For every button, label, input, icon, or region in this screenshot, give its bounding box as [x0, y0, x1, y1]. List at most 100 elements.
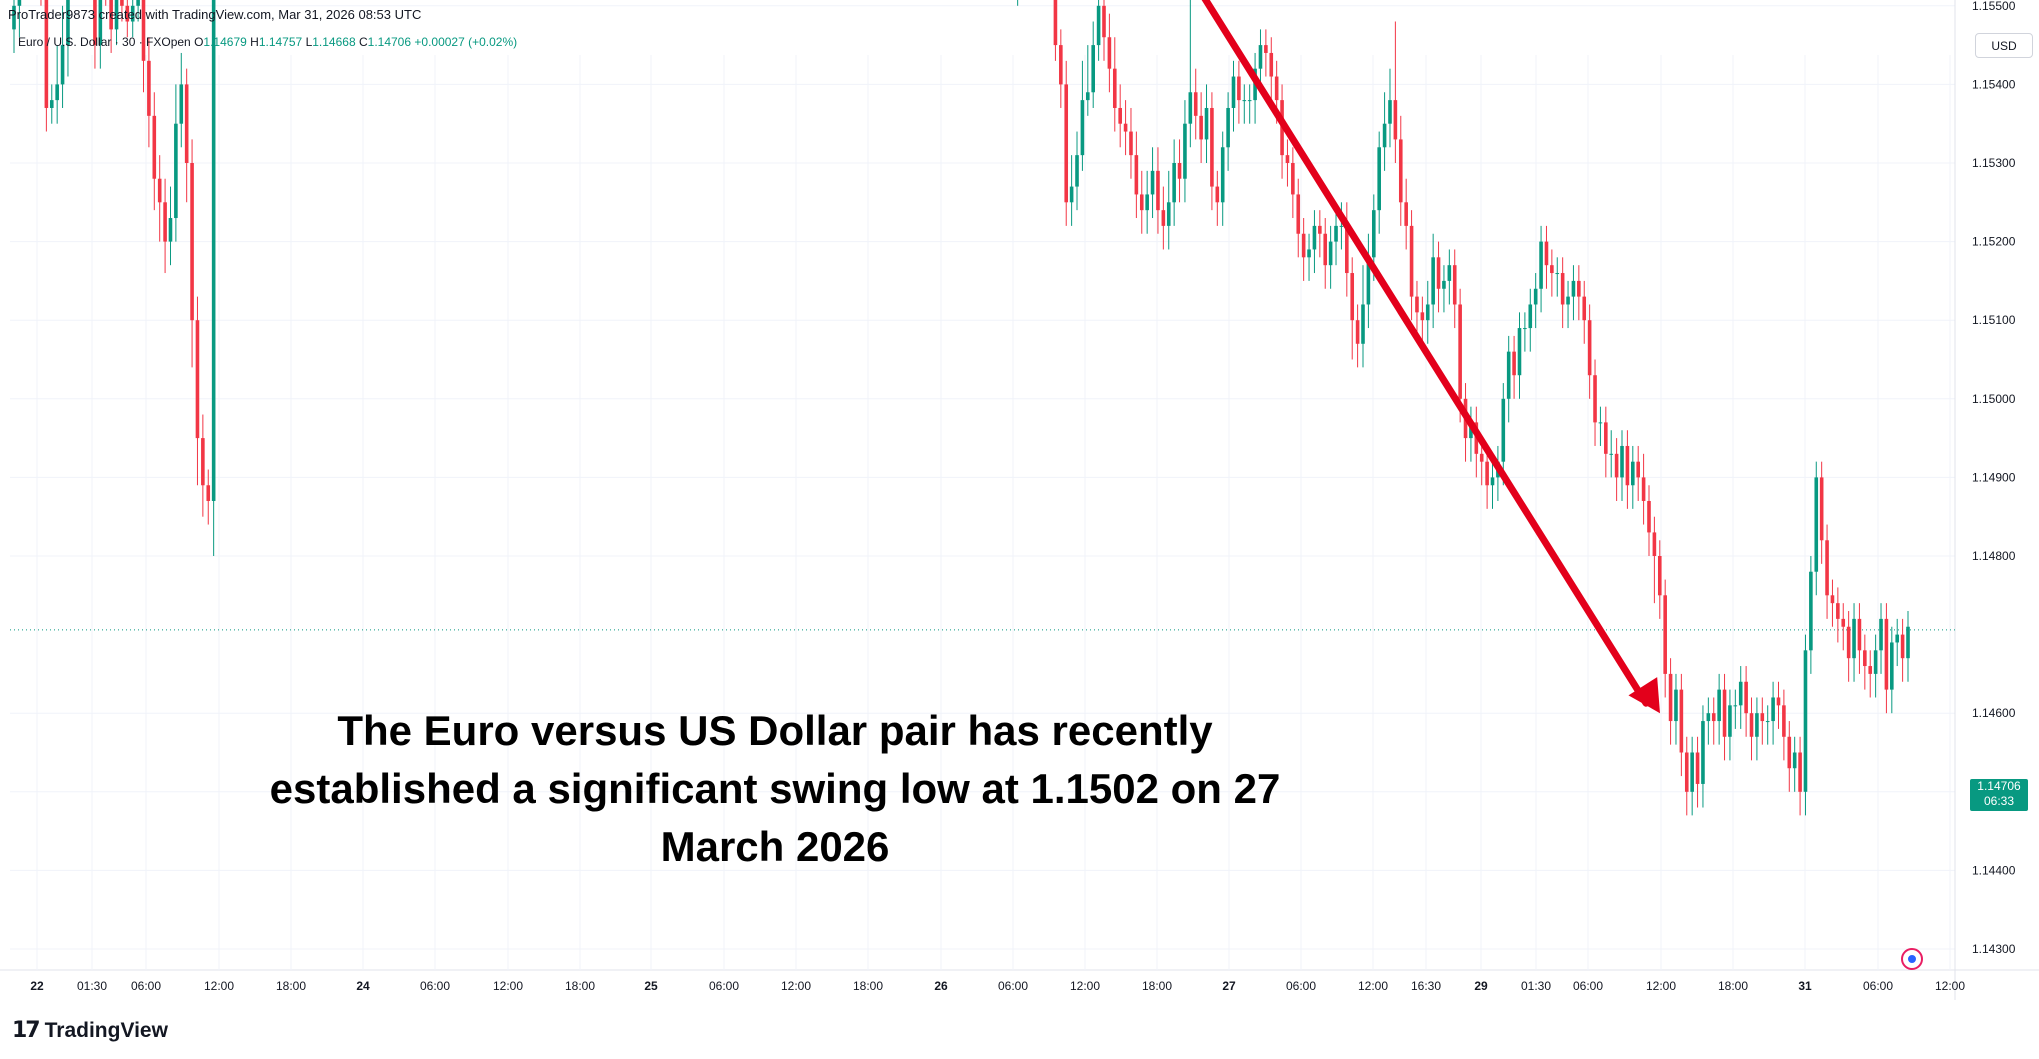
- candle-body: [1560, 273, 1565, 305]
- trend-arrow-shaft: [1201, 0, 1650, 707]
- candle-body: [1900, 634, 1905, 659]
- candle-body: [1652, 532, 1657, 556]
- candle-body: [1749, 713, 1754, 737]
- tradingview-logo[interactable]: 17 TradingView: [12, 1018, 168, 1043]
- candle-body: [1566, 296, 1570, 305]
- candle-body: [1771, 697, 1775, 722]
- candle-body: [1145, 194, 1149, 211]
- candle-body: [1312, 225, 1317, 250]
- candle-body: [93, 0, 97, 46]
- candle-body: [1388, 100, 1392, 124]
- target-icon[interactable]: [1901, 948, 1923, 970]
- tradingview-logo-icon: 17: [12, 1018, 41, 1043]
- candle-body: [1571, 280, 1576, 297]
- candle-body: [109, 0, 113, 30]
- candle-body: [1301, 233, 1306, 258]
- candle-body: [1587, 320, 1592, 376]
- candle-body: [1533, 288, 1538, 305]
- candle-body: [1895, 634, 1900, 643]
- candle-body: [1663, 595, 1667, 674]
- candle-body: [1830, 595, 1835, 604]
- candle-body: [1129, 131, 1133, 156]
- time-tick-label: 06:00: [1863, 979, 1893, 993]
- price-tick-label: 1.14300: [1972, 942, 2016, 956]
- candle-body: [184, 84, 189, 163]
- candle-body: [1674, 689, 1678, 722]
- candle-body: [66, 0, 70, 46]
- time-tick-label: 12:00: [1070, 979, 1100, 993]
- candle-body: [141, 0, 146, 61]
- candle-body: [1555, 273, 1560, 275]
- time-tick-label: 12:00: [1358, 979, 1388, 993]
- time-tick-label: 06:00: [131, 979, 161, 993]
- candle-body: [1679, 689, 1684, 753]
- candle-body: [1118, 107, 1122, 124]
- time-tick-label: 25: [644, 979, 658, 993]
- candle-body: [1247, 100, 1252, 102]
- candle-body: [1809, 571, 1813, 651]
- candle-body: [60, 45, 65, 85]
- price-tick-label: 1.15100: [1972, 313, 2016, 327]
- candle-body: [1080, 100, 1085, 156]
- candle-body: [1112, 68, 1117, 108]
- candle-body: [1614, 453, 1619, 478]
- candle-body: [1436, 257, 1441, 289]
- candle-body: [1846, 626, 1851, 659]
- candle-body: [1884, 618, 1889, 690]
- time-tick-label: 16:30: [1411, 979, 1441, 993]
- candle-body: [1733, 705, 1738, 707]
- candle-body: [1361, 304, 1365, 344]
- candle-body: [211, 0, 216, 501]
- currency-button[interactable]: USD: [1975, 33, 2033, 58]
- candle-body: [1307, 249, 1311, 258]
- candle-body: [1102, 5, 1106, 38]
- candle-body: [1631, 461, 1635, 486]
- candle-body: [1852, 618, 1856, 659]
- candle-body: [1091, 45, 1096, 93]
- candle-body: [1350, 273, 1355, 321]
- candle-body: [1059, 45, 1063, 85]
- candle-body: [49, 100, 54, 108]
- time-tick-label: 12:00: [1935, 979, 1965, 993]
- candle-body: [1409, 225, 1414, 297]
- candle-body: [1398, 139, 1403, 203]
- candle-body: [1188, 92, 1193, 124]
- candle-body: [1415, 296, 1419, 313]
- candle-body: [1452, 265, 1457, 305]
- candle-body: [1517, 328, 1522, 376]
- time-tick-label: 12:00: [1646, 979, 1676, 993]
- candle-body: [195, 320, 200, 439]
- symbol-name[interactable]: Euro / U.S. Dollar · 30 · FXOpen: [18, 35, 191, 49]
- candle-body: [1760, 713, 1765, 722]
- symbol-legend[interactable]: Euro / U.S. Dollar · 30 · FXOpen O1.1467…: [18, 35, 517, 49]
- candle-body: [157, 178, 162, 203]
- candle-body: [1539, 241, 1543, 289]
- candle-body: [1577, 280, 1581, 297]
- time-tick-label: 12:00: [204, 979, 234, 993]
- time-tick-label: 31: [1798, 979, 1812, 993]
- candle-body: [1490, 477, 1495, 486]
- candle-body: [1593, 375, 1597, 423]
- candle-body: [1166, 202, 1171, 226]
- candle-body: [1323, 233, 1328, 266]
- candle-body: [136, 0, 140, 6]
- candle-body: [174, 123, 178, 219]
- price-axis[interactable]: 1.165001.164001.163001.162001.161001.160…: [1972, 0, 2016, 956]
- candle-body: [1523, 328, 1527, 330]
- candle-body: [1609, 453, 1614, 455]
- candle-body: [1345, 225, 1349, 274]
- candle-body: [1199, 115, 1203, 140]
- candle-body: [1161, 210, 1166, 226]
- price-tick-label: 1.15000: [1972, 392, 2016, 406]
- candle-body: [1393, 100, 1398, 140]
- candle-body: [1172, 163, 1176, 203]
- candle-body: [1096, 5, 1101, 46]
- time-tick-label: 01:30: [77, 979, 107, 993]
- candle-body: [125, 5, 130, 22]
- candle-body: [1695, 752, 1700, 784]
- price-tick-label: 1.15500: [1972, 0, 2016, 13]
- time-axis[interactable]: 22 01:30 06:00 12:00 18:00 24 06:00 12:00 18:00 2…: [30, 979, 1965, 993]
- candle-body: [1064, 84, 1069, 203]
- time-tick-label: 18:00: [565, 979, 595, 993]
